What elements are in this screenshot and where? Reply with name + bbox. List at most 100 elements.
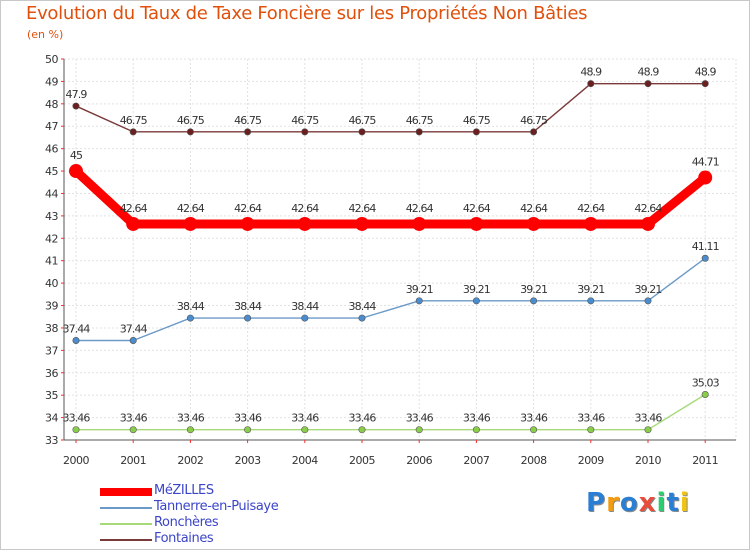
data-point	[412, 216, 427, 231]
series-fontaines: 47.9 46.75 46.75 46.75 46.75 46.75 46.75 46.75 4…	[66, 66, 717, 136]
data-point	[587, 297, 595, 305]
data-point	[701, 80, 709, 88]
series-line	[75, 82, 706, 133]
data-point	[186, 314, 194, 322]
legend-swatch	[100, 507, 152, 509]
data-point	[358, 314, 366, 322]
chart-title: Evolution du Taux de Taxe Foncière sur l…	[26, 3, 588, 24]
data-label: 39.21	[520, 283, 547, 296]
data-point	[301, 128, 309, 136]
y-tick-label: 48	[45, 98, 58, 111]
data-label: 33.46	[406, 412, 434, 425]
data-point	[644, 80, 652, 88]
data-label: 42.64	[463, 202, 491, 215]
series-m-zilles: 45 42.64 42.64 42.64 42.64 42.64 42.64 42.64 42.…	[69, 149, 720, 231]
data-label: 38.44	[234, 300, 262, 313]
data-label: 46.75	[234, 114, 262, 127]
y-tick-label: 40	[45, 277, 58, 290]
legend-label: MéZILLES	[154, 483, 214, 498]
data-label: 46.75	[520, 114, 548, 127]
data-point	[186, 128, 194, 136]
data-label: 42.64	[349, 202, 377, 215]
data-point	[472, 426, 480, 434]
data-point	[186, 426, 194, 434]
x-tick-label: 2010	[635, 454, 661, 467]
legend-label: Ronchères	[154, 515, 219, 530]
data-point	[526, 216, 541, 231]
data-label: 45	[70, 149, 83, 162]
y-tick-label: 50	[45, 53, 58, 66]
data-label: 33.46	[520, 412, 548, 425]
data-label: 39.21	[577, 283, 604, 296]
grid-lines	[64, 58, 737, 441]
data-label: 46.75	[120, 114, 148, 127]
data-label: 39.21	[635, 283, 662, 296]
data-point	[530, 128, 538, 136]
y-tick-label: 38	[45, 322, 58, 335]
data-label: 38.44	[291, 300, 319, 313]
x-tick-label: 2009	[578, 454, 604, 467]
data-label: 42.64	[520, 202, 548, 215]
data-point	[301, 314, 309, 322]
data-point	[244, 128, 252, 136]
y-tick-label: 41	[45, 255, 58, 268]
data-point	[530, 297, 538, 305]
data-label: 42.64	[234, 202, 262, 215]
data-point	[641, 216, 655, 231]
x-tick-label: 2011	[692, 454, 718, 467]
data-point	[126, 216, 141, 231]
data-point	[355, 216, 369, 231]
data-label: 37.44	[63, 322, 91, 335]
series-line	[76, 257, 706, 342]
x-tick-label: 2008	[521, 454, 547, 467]
data-label: 42.64	[291, 202, 319, 215]
data-point	[472, 128, 480, 136]
y-tick-label: 34	[45, 412, 58, 425]
x-tick-label: 2002	[177, 454, 203, 467]
series-tannerre-en-puisaye: 37.44 37.44 38.44 38.44 38.44 38.44 39.21 39.21…	[63, 240, 720, 344]
data-point	[297, 216, 312, 231]
data-label: 46.75	[463, 114, 491, 127]
data-label: 46.75	[406, 114, 434, 127]
data-point	[530, 426, 538, 434]
data-point	[129, 426, 137, 434]
data-label: 33.46	[120, 412, 148, 425]
data-label: 33.46	[234, 412, 262, 425]
proxiti-logo: Proxiti	[586, 488, 690, 518]
data-label: 48.9	[695, 66, 717, 79]
data-point	[183, 216, 198, 231]
data-label: 35.03	[692, 377, 720, 390]
series-ronch-res: 33.46 33.46 33.46 33.46 33.46 33.46 33.46 33.46…	[63, 377, 720, 434]
data-label: 41.11	[692, 240, 719, 253]
y-tick-label: 45	[45, 165, 58, 178]
y-tick-label: 37	[45, 344, 58, 357]
data-label: 33.46	[291, 412, 319, 425]
data-point	[129, 128, 137, 136]
data-label: 44.71	[692, 156, 719, 169]
y-tick-label: 39	[45, 300, 58, 313]
legend-swatch	[100, 523, 152, 525]
y-tick-label: 33	[45, 434, 58, 447]
data-point	[701, 254, 709, 262]
data-label: 38.44	[349, 300, 377, 313]
legend-label: Tannerre-en-Puisaye	[154, 499, 279, 514]
data-point	[69, 164, 83, 179]
data-point	[472, 297, 480, 305]
plot-area	[64, 59, 736, 440]
series-line	[76, 393, 706, 431]
x-tick-label: 2004	[292, 454, 318, 467]
data-point	[698, 170, 713, 185]
data-point	[415, 297, 423, 305]
x-tick-label: 2006	[406, 454, 432, 467]
data-label: 46.75	[349, 114, 377, 127]
data-point	[644, 297, 652, 305]
x-tick-label: 2005	[349, 454, 375, 467]
data-point	[701, 391, 709, 399]
data-label: 42.64	[635, 202, 663, 215]
y-tick-label: 49	[45, 75, 58, 88]
data-label: 33.46	[463, 412, 491, 425]
x-tick-label: 2003	[235, 454, 261, 467]
y-tick-label: 46	[45, 143, 58, 156]
legend-swatch	[100, 539, 152, 541]
data-point	[358, 128, 366, 136]
